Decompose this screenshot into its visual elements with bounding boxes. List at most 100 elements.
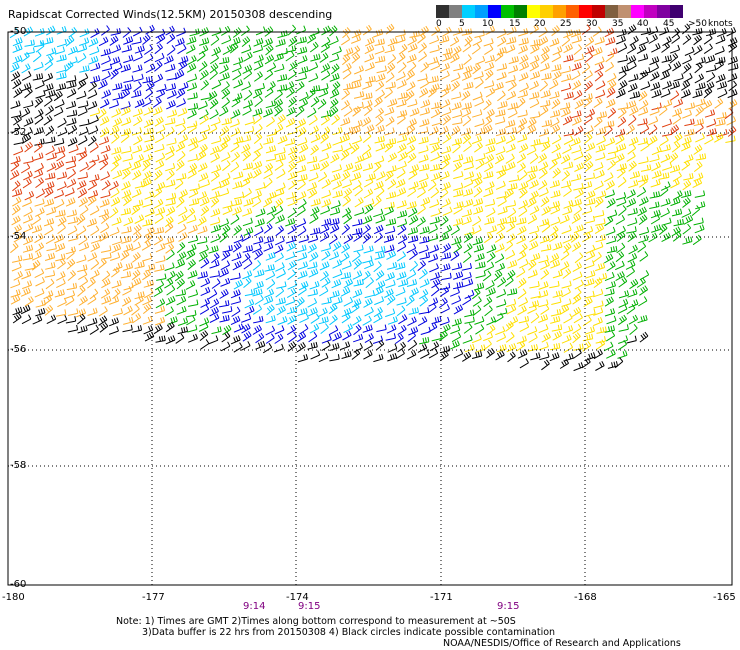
wind-barb [89, 108, 101, 117]
wind-barb [638, 296, 648, 307]
wind-barb [34, 80, 45, 90]
wind-barb [486, 207, 496, 218]
wind-barb [573, 151, 584, 161]
wind-barb [462, 188, 474, 197]
wind-barb [497, 206, 508, 215]
wind-barb [441, 323, 451, 334]
wind-barb [669, 81, 680, 90]
wind-barb [111, 146, 122, 155]
wind-barb [123, 243, 134, 253]
wind-barb [651, 170, 662, 179]
legend-label: 0 [436, 19, 442, 29]
wind-barb [594, 223, 605, 235]
wind-barb [186, 214, 197, 224]
wind-barb [473, 197, 484, 207]
wind-barb [331, 114, 340, 126]
wind-barb [219, 300, 230, 308]
wind-barb [419, 87, 429, 98]
wind-barb [516, 153, 527, 164]
wind-barb [77, 264, 88, 273]
wind-barb [12, 224, 23, 235]
wind-barb [706, 118, 717, 128]
wind-barb [165, 63, 176, 72]
wind-barb [452, 154, 464, 163]
wind-barb [23, 170, 33, 181]
wind-barb [321, 218, 332, 227]
wind-barb [177, 223, 187, 234]
wind-barb [474, 118, 485, 128]
wind-barb [728, 99, 738, 110]
wind-barb [341, 223, 350, 235]
wind-barb [549, 342, 561, 351]
wind-barb [133, 73, 144, 82]
wind-barb [178, 231, 188, 242]
wind-barb [123, 36, 134, 45]
wind-barb [559, 102, 571, 110]
wind-barb [418, 244, 429, 254]
wind-barb [682, 34, 692, 45]
wind-barb [418, 154, 429, 163]
wind-barb [453, 271, 464, 280]
wind-barb [155, 316, 166, 326]
wind-barb [373, 180, 384, 191]
wind-barb [494, 51, 504, 62]
wind-barb [297, 354, 309, 363]
wind-barb [681, 89, 691, 99]
wind-barb [89, 46, 100, 56]
wind-barb [516, 217, 527, 225]
wind-barb [20, 287, 31, 297]
wind-barb [407, 43, 418, 53]
wind-barb [406, 269, 417, 280]
wind-barb [574, 99, 584, 110]
wind-barb [109, 227, 120, 237]
wind-barb [625, 124, 635, 136]
wind-barb [396, 99, 407, 108]
wind-barb [397, 92, 408, 100]
wind-barb [386, 294, 396, 306]
wind-barb [439, 350, 449, 362]
wind-barb [561, 225, 572, 235]
wind-barb [178, 60, 188, 71]
wind-barb [585, 108, 596, 119]
wind-barb [529, 179, 539, 190]
wind-barb [386, 165, 397, 173]
wind-barb [383, 234, 395, 243]
wind-barb [585, 352, 596, 361]
wind-barb [209, 69, 218, 80]
wind-barb [352, 315, 362, 326]
wind-barb [298, 91, 309, 102]
wind-barb [142, 218, 153, 227]
wind-barb [363, 297, 373, 308]
wind-barb [45, 261, 56, 270]
wind-barb [122, 262, 134, 271]
wind-barb [310, 53, 321, 62]
wind-barb [44, 270, 56, 278]
wind-barb [76, 313, 86, 325]
wind-barb [297, 307, 308, 316]
wind-barb [549, 280, 560, 289]
wind-barb [583, 153, 592, 164]
wind-barb [538, 27, 548, 38]
wind-barb [694, 224, 705, 234]
wind-barb [265, 251, 276, 261]
wind-barb [682, 197, 691, 208]
wind-barb [232, 27, 242, 38]
wind-barb [484, 232, 493, 244]
wind-barb [165, 192, 177, 201]
wind-barb [340, 100, 350, 111]
wind-barb [255, 182, 266, 191]
wind-barb [34, 138, 45, 146]
wind-barb [66, 109, 78, 117]
wind-barb [550, 117, 560, 128]
wind-barb [255, 208, 266, 218]
wind-barb [691, 205, 701, 216]
wind-barb [24, 296, 34, 307]
wind-barb [552, 70, 562, 81]
wind-barb [142, 97, 152, 108]
wind-barb [332, 190, 343, 199]
wind-barb [11, 255, 23, 263]
wind-barb [604, 120, 615, 128]
wind-barb [321, 250, 331, 261]
wind-barb [230, 161, 240, 173]
wind-barb [352, 163, 363, 173]
